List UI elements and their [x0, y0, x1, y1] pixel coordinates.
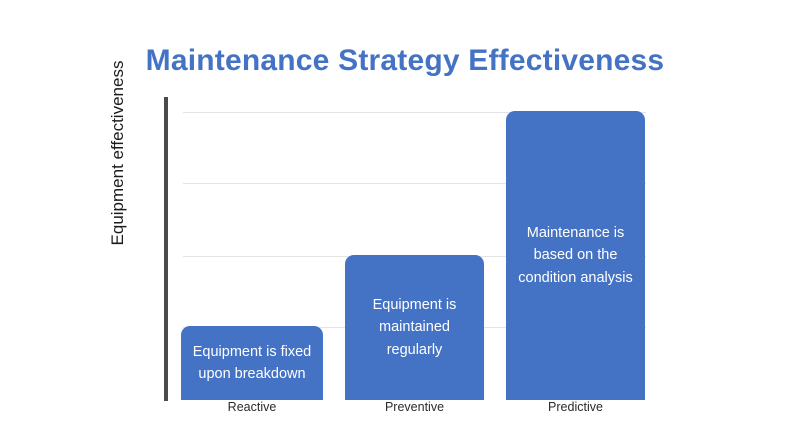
bar-label: Equipment is fixed upon breakdown — [192, 343, 312, 383]
bar-series: Equipment is fixed upon breakdown Equipme… — [164, 96, 646, 401]
x-axis-category-labels: Reactive Preventive Predictive — [164, 400, 646, 422]
category-label-preventive: Preventive — [384, 400, 445, 414]
bar-label: Equipment is maintained regularly — [372, 296, 457, 358]
bar-preventive[interactable]: Equipment is maintained regularly — [345, 255, 484, 400]
bar-reactive[interactable]: Equipment is fixed upon breakdown — [181, 326, 323, 400]
plot-area: Equipment is fixed upon breakdown Equipme… — [164, 96, 646, 401]
category-label-reactive: Reactive — [227, 400, 277, 414]
gridline — [183, 112, 646, 113]
y-axis-line — [164, 97, 168, 401]
bar-predictive[interactable]: Maintenance is based on the condition an… — [506, 111, 645, 400]
page-title: Maintenance Strategy Effectiveness — [145, 44, 665, 77]
category-label-predictive: Predictive — [548, 400, 603, 414]
y-axis-title: Equipment effectiveness — [108, 60, 127, 246]
gridline — [183, 183, 646, 184]
bar-label: Maintenance is based on the condition an… — [518, 224, 633, 286]
